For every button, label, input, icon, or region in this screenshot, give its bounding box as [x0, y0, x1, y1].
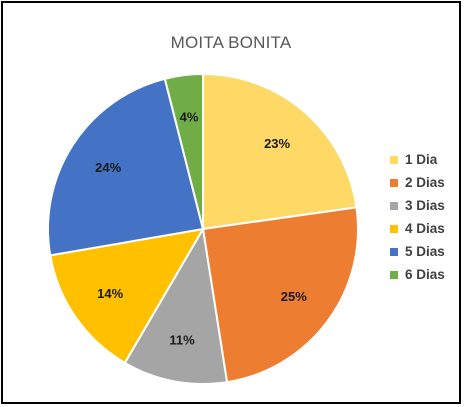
data-label-6: 4% — [180, 109, 199, 124]
chart-title: MOITA BONITA — [170, 33, 292, 52]
legend-item-6: 6 Dias — [390, 263, 445, 286]
legend-swatch — [390, 178, 398, 187]
data-label-5: 24% — [95, 160, 121, 175]
legend-item-5: 5 Dias — [390, 240, 445, 263]
legend-swatch — [390, 224, 398, 233]
legend-swatch — [390, 270, 398, 279]
legend-item-2: 2 Dias — [390, 171, 445, 194]
pie-slice-6 — [163, 72, 204, 230]
data-label-4: 14% — [97, 286, 123, 301]
data-label-1: 23% — [264, 136, 290, 151]
legend-label: 6 Dias — [405, 267, 445, 282]
pie-slice-3 — [123, 226, 229, 385]
pie-chart: 23% 25% 11% 14% 24% 4% — [47, 72, 359, 385]
legend-item-4: 4 Dias — [390, 217, 445, 240]
pie-slice-2 — [201, 206, 359, 384]
legend-swatch — [390, 155, 398, 164]
legend-swatch — [390, 201, 398, 210]
legend-label: 1 Dia — [405, 152, 438, 167]
pie-slice-4 — [49, 227, 205, 365]
legend-item-3: 3 Dias — [390, 194, 445, 217]
legend-item-1: 1 Dia — [390, 148, 445, 171]
pie-slice-5 — [47, 77, 205, 257]
legend-label: 2 Dias — [405, 175, 445, 190]
legend: 1 Dia 2 Dias 3 Dias 4 Dias 5 Dias 6 Dias — [390, 148, 445, 286]
data-label-2: 25% — [281, 289, 307, 304]
legend-label: 5 Dias — [405, 244, 445, 259]
legend-label: 3 Dias — [405, 198, 445, 213]
legend-swatch — [390, 247, 398, 256]
pie-slice-1 — [202, 72, 358, 231]
legend-label: 4 Dias — [405, 221, 445, 236]
data-label-3: 11% — [169, 333, 195, 348]
